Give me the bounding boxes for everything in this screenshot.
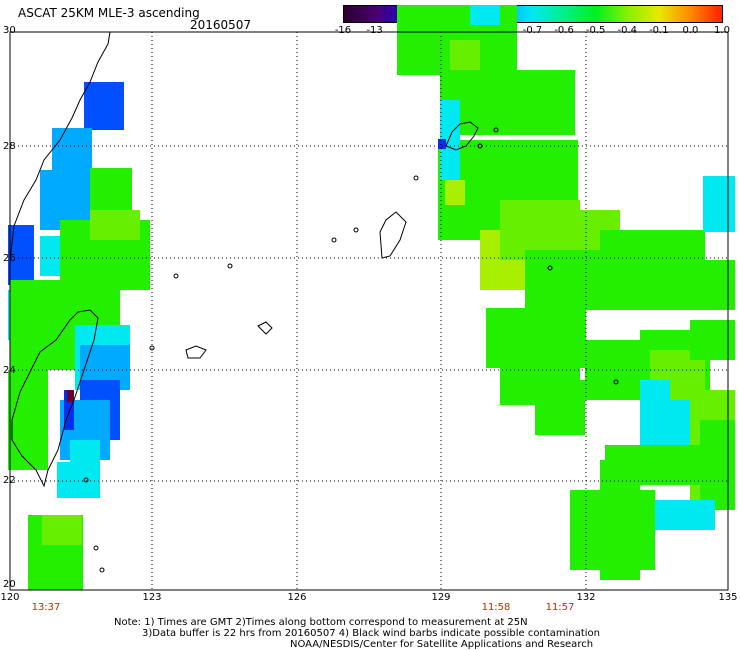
data-patch bbox=[486, 308, 586, 368]
data-patch bbox=[640, 380, 670, 420]
data-patch bbox=[57, 462, 100, 498]
island bbox=[353, 227, 359, 233]
lon-label-129: 129 bbox=[431, 592, 451, 603]
colorbar-tick-label: -0.4 bbox=[617, 25, 638, 36]
island bbox=[413, 175, 419, 181]
lat-label-22: 22 bbox=[3, 475, 16, 486]
coastline bbox=[11, 309, 99, 488]
map-canvas bbox=[8, 5, 735, 591]
data-patch bbox=[470, 5, 500, 25]
lon-label-132: 132 bbox=[576, 592, 596, 603]
product-date: 20160507 bbox=[190, 18, 252, 32]
data-patch bbox=[42, 515, 82, 545]
colorbar-tick-label: -0.7 bbox=[522, 25, 543, 36]
colorbar-tick-label: -13 bbox=[366, 25, 383, 36]
map-frame bbox=[9, 31, 729, 591]
coastline bbox=[185, 345, 207, 359]
colorbar-tick-label: -0.1 bbox=[649, 25, 669, 36]
island bbox=[149, 345, 155, 351]
island bbox=[613, 379, 619, 385]
island bbox=[99, 567, 105, 573]
colorbar-tick-label: 1.0 bbox=[714, 25, 730, 36]
lon-label-123: 123 bbox=[142, 592, 162, 603]
lon-label-126: 126 bbox=[287, 592, 307, 603]
lat-label-30: 30 bbox=[3, 25, 16, 36]
data-patch bbox=[440, 100, 460, 180]
product-title: ASCAT 25KM MLE-3 ascending bbox=[18, 6, 200, 20]
island bbox=[227, 263, 233, 269]
data-patch bbox=[655, 500, 715, 530]
data-patch bbox=[445, 180, 465, 205]
coastline bbox=[445, 121, 479, 151]
pass-time-2: 11:58 bbox=[481, 602, 511, 613]
pass-time-3: 11:57 bbox=[545, 602, 575, 613]
data-patch bbox=[703, 176, 735, 232]
island bbox=[477, 143, 483, 149]
data-patch bbox=[535, 380, 585, 435]
data-patch bbox=[600, 460, 640, 580]
island bbox=[173, 273, 179, 279]
island bbox=[93, 545, 99, 551]
data-patch bbox=[20, 330, 70, 370]
credit-line: NOAA/NESDIS/Center for Satellite Applica… bbox=[290, 639, 594, 650]
data-patch bbox=[700, 420, 735, 510]
note-line-2: 3)Data buffer is 22 hrs from 20160507 4)… bbox=[142, 628, 600, 639]
data-patch bbox=[52, 128, 92, 170]
coastline bbox=[379, 211, 407, 259]
island bbox=[493, 127, 499, 133]
note-line-1: Note: 1) Times are GMT 2)Times along bot… bbox=[114, 617, 528, 628]
colorbar-tick-label: -16 bbox=[334, 25, 352, 36]
data-patch bbox=[67, 390, 74, 402]
data-patch bbox=[438, 139, 446, 149]
island bbox=[547, 265, 553, 271]
coastline bbox=[257, 321, 273, 335]
lon-label-120: 120 bbox=[0, 592, 20, 603]
island bbox=[83, 477, 89, 483]
data-patch bbox=[8, 225, 34, 285]
colorbar-tick-label: -0.5 bbox=[585, 25, 606, 36]
lat-label-28: 28 bbox=[3, 141, 16, 152]
data-patch bbox=[8, 370, 48, 470]
data-patch bbox=[84, 82, 124, 130]
colorbar-tick-label: -0.6 bbox=[554, 25, 574, 36]
data-patch bbox=[90, 210, 140, 240]
data-patch bbox=[600, 230, 705, 310]
data-patch bbox=[64, 390, 74, 430]
colorbar-tick-label: 0.0 bbox=[682, 25, 699, 36]
map-area bbox=[8, 5, 735, 591]
pass-time-1: 13:37 bbox=[31, 602, 61, 613]
data-patch bbox=[440, 70, 575, 135]
coastline bbox=[9, 31, 111, 261]
lon-label-135: 135 bbox=[718, 592, 738, 603]
lat-label-26: 26 bbox=[3, 253, 16, 264]
lat-label-20: 20 bbox=[3, 579, 16, 590]
island bbox=[331, 237, 337, 243]
lat-label-24: 24 bbox=[3, 365, 16, 376]
